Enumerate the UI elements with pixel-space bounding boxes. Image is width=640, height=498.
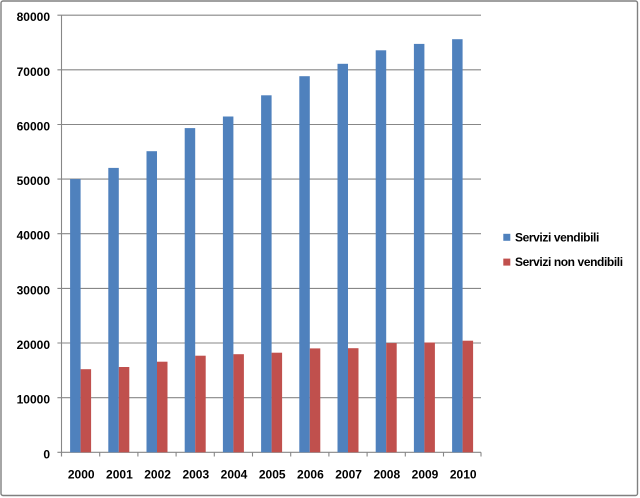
svg-text:50000: 50000 [17,174,51,188]
svg-text:80000: 80000 [17,10,51,24]
svg-text:2007: 2007 [335,468,362,482]
svg-text:2009: 2009 [412,468,439,482]
svg-text:2000: 2000 [68,468,95,482]
svg-text:10000: 10000 [17,393,51,407]
svg-text:2010: 2010 [450,468,477,482]
svg-text:2006: 2006 [297,468,324,482]
svg-text:2002: 2002 [144,468,171,482]
svg-text:2003: 2003 [182,468,209,482]
svg-text:2008: 2008 [373,468,400,482]
svg-text:30000: 30000 [17,283,51,297]
svg-text:2004: 2004 [221,468,248,482]
svg-text:70000: 70000 [17,65,51,79]
svg-text:Servizi non vendibili: Servizi non vendibili [515,255,623,269]
svg-text:40000: 40000 [17,229,51,243]
svg-text:2001: 2001 [106,468,133,482]
svg-text:2005: 2005 [259,468,286,482]
svg-text:60000: 60000 [17,120,51,134]
svg-text:0: 0 [43,447,50,461]
svg-text:Servizi vendibili: Servizi vendibili [515,230,599,244]
svg-text:20000: 20000 [17,338,51,352]
